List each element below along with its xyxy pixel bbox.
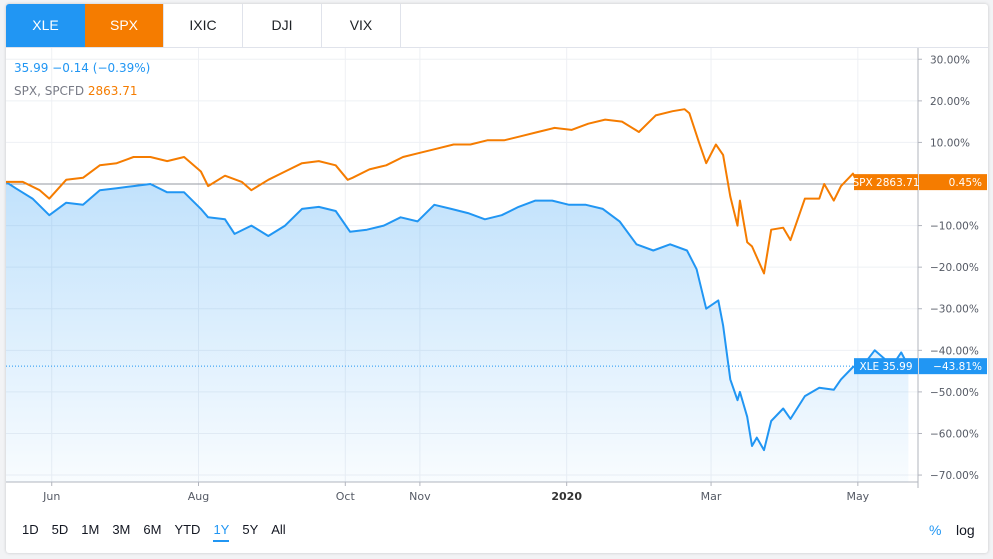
range-6m[interactable]: 6M — [143, 522, 162, 537]
range-ytd[interactable]: YTD — [174, 522, 201, 537]
legend-spx-name: SPX, SPCFD — [14, 84, 85, 98]
y-tick-label: −60.00% — [930, 428, 979, 440]
series-xle-change-box — [919, 358, 987, 375]
series-spx-label-box — [854, 174, 918, 191]
range-5y[interactable]: 5Y — [242, 522, 259, 537]
range-all[interactable]: All — [271, 522, 286, 537]
tab-vix[interactable]: VIX — [322, 4, 401, 47]
x-tick-label: Aug — [188, 490, 209, 503]
legend-spx-value: 2863.71 — [87, 84, 138, 98]
y-tick-label: 30.00% — [930, 54, 970, 66]
series-spx-line — [6, 108, 909, 275]
x-tick-label: 2020 — [551, 490, 582, 503]
series-xle-line — [6, 181, 910, 452]
tab-ixic[interactable]: IXIC — [164, 4, 243, 47]
range-selector: 1D 5D 1M 3M 6M YTD 1Y 5Y All — [22, 522, 299, 542]
series-xle-label-box — [854, 358, 918, 375]
y-tick-label: −40.00% — [930, 345, 979, 357]
tabs-divider — [6, 47, 988, 48]
log-scale-toggle[interactable]: log — [956, 522, 975, 538]
series-spx-label: SPX 2863.71 — [853, 177, 920, 189]
series-spx-change-label: 0.45% — [949, 177, 982, 189]
series-xle-change-label: −43.81% — [933, 361, 982, 373]
symbol-tabs: XLE SPX IXIC DJI VIX — [6, 4, 401, 47]
x-tick-label: Oct — [336, 490, 356, 503]
x-tick-label: Jun — [42, 490, 60, 503]
tab-dji[interactable]: DJI — [243, 4, 322, 47]
range-1d[interactable]: 1D — [22, 522, 39, 537]
y-tick-label: 20.00% — [930, 96, 970, 108]
range-1m[interactable]: 1M — [81, 522, 100, 537]
tab-spx[interactable]: SPX — [85, 4, 164, 47]
y-tick-label: −10.00% — [930, 221, 979, 233]
tab-xle[interactable]: XLE — [6, 4, 85, 47]
chart-widget: XLE SPX IXIC DJI VIX 30.00% 20.00% 10.00% 0… — [6, 4, 988, 553]
x-tick-label: May — [846, 490, 869, 503]
series-spx-change-box — [919, 174, 987, 191]
y-tick-label: −20.00% — [930, 262, 979, 274]
percent-scale-toggle[interactable]: % — [929, 522, 942, 538]
range-5d[interactable]: 5D — [51, 522, 69, 537]
series-xle-area — [6, 181, 909, 482]
range-1y[interactable]: 1Y — [213, 522, 230, 542]
y-tick-label: −30.00% — [930, 304, 979, 316]
y-tick-label: −50.00% — [930, 387, 979, 399]
y-tick-label: −70.00% — [930, 470, 979, 482]
series-xle-label: XLE 35.99 — [859, 361, 912, 373]
range-3m[interactable]: 3M — [112, 522, 131, 537]
y-tick-label: 10.00% — [930, 137, 970, 149]
x-tick-label: Nov — [409, 490, 431, 503]
legend-xle: 35.99 −0.14 (−0.39%) — [14, 61, 151, 75]
legend-spx: SPX, SPCFD 2863.71 — [14, 84, 138, 98]
price-chart[interactable]: 30.00%20.00%10.00%0.00%−10.00%−20.00%−30… — [6, 4, 988, 514]
x-tick-label: Mar — [701, 490, 722, 503]
